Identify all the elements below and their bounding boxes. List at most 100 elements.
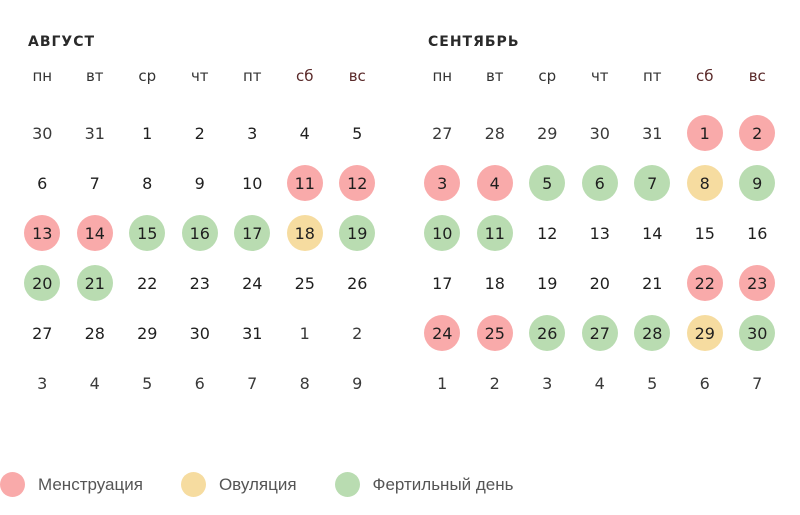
day-menstruation[interactable]: 22 [686, 265, 723, 301]
day-other-month[interactable]: 31 [642, 123, 663, 143]
day-fertile[interactable]: 28 [634, 315, 671, 351]
day-other-month[interactable]: 2 [352, 323, 363, 343]
day-cell[interactable]: 7 [226, 358, 279, 408]
day-menstruation[interactable]: 3 [424, 165, 461, 201]
day[interactable]: 22 [137, 273, 158, 293]
day-cell[interactable]: 4 [279, 108, 332, 158]
day-cell[interactable]: 2 [469, 358, 522, 408]
day-menstruation[interactable]: 14 [76, 215, 113, 251]
day-cell[interactable]: 15 [679, 208, 732, 258]
day-menstruation[interactable]: 2 [739, 115, 776, 151]
day-cell[interactable]: 17 [416, 258, 469, 308]
day-cell[interactable]: 29 [121, 308, 174, 358]
day-cell[interactable]: 2 [331, 308, 384, 358]
day-fertile[interactable]: 21 [76, 265, 113, 301]
day-cell[interactable]: 11 [279, 158, 332, 208]
day-cell[interactable]: 8 [121, 158, 174, 208]
day-cell[interactable]: 2 [731, 108, 784, 158]
day-ovulation[interactable]: 29 [686, 315, 723, 351]
day[interactable]: 3 [247, 123, 258, 143]
day-cell[interactable]: 10 [416, 208, 469, 258]
day[interactable]: 30 [189, 323, 210, 343]
day-cell[interactable]: 30 [574, 108, 627, 158]
day-cell[interactable]: 1 [121, 108, 174, 158]
day-cell[interactable]: 7 [69, 158, 122, 208]
day-cell[interactable]: 6 [574, 158, 627, 208]
day-other-month[interactable]: 8 [299, 373, 310, 393]
day-cell[interactable]: 31 [226, 308, 279, 358]
day-cell[interactable]: 21 [626, 258, 679, 308]
day-fertile[interactable]: 17 [234, 215, 271, 251]
day-cell[interactable]: 22 [679, 258, 732, 308]
day-cell[interactable]: 3 [416, 158, 469, 208]
day-cell[interactable]: 7 [731, 358, 784, 408]
day[interactable]: 21 [642, 273, 663, 293]
day-menstruation[interactable]: 13 [24, 215, 61, 251]
day-other-month[interactable]: 2 [489, 373, 500, 393]
day-menstruation[interactable]: 4 [476, 165, 513, 201]
day-fertile[interactable]: 6 [581, 165, 618, 201]
day-other-month[interactable]: 27 [432, 123, 453, 143]
day-cell[interactable]: 16 [731, 208, 784, 258]
day[interactable]: 4 [299, 123, 310, 143]
day-menstruation[interactable]: 25 [476, 315, 513, 351]
day-cell[interactable]: 4 [469, 158, 522, 208]
day[interactable]: 2 [194, 123, 205, 143]
day[interactable]: 24 [242, 273, 263, 293]
day-cell[interactable]: 20 [16, 258, 69, 308]
day-cell[interactable]: 12 [521, 208, 574, 258]
day-cell[interactable]: 31 [69, 108, 122, 158]
day-cell[interactable]: 25 [279, 258, 332, 308]
day[interactable]: 9 [194, 173, 205, 193]
day-cell[interactable]: 3 [521, 358, 574, 408]
day-cell[interactable]: 10 [226, 158, 279, 208]
day[interactable]: 8 [142, 173, 153, 193]
day-cell[interactable]: 24 [226, 258, 279, 308]
day[interactable]: 28 [84, 323, 105, 343]
day-cell[interactable]: 31 [626, 108, 679, 158]
day-cell[interactable]: 8 [279, 358, 332, 408]
day[interactable]: 25 [294, 273, 315, 293]
day-cell[interactable]: 6 [679, 358, 732, 408]
day-cell[interactable]: 3 [226, 108, 279, 158]
day[interactable]: 16 [747, 223, 768, 243]
day-other-month[interactable]: 7 [752, 373, 763, 393]
day-fertile[interactable]: 10 [424, 215, 461, 251]
day-fertile[interactable]: 9 [739, 165, 776, 201]
day-cell[interactable]: 21 [69, 258, 122, 308]
day-cell[interactable]: 4 [69, 358, 122, 408]
day-cell[interactable]: 9 [174, 158, 227, 208]
day-ovulation[interactable]: 18 [286, 215, 323, 251]
day-other-month[interactable]: 30 [589, 123, 610, 143]
day-cell[interactable]: 2 [174, 108, 227, 158]
day[interactable]: 5 [352, 123, 363, 143]
day-cell[interactable]: 18 [279, 208, 332, 258]
day-cell[interactable]: 20 [574, 258, 627, 308]
day-menstruation[interactable]: 23 [739, 265, 776, 301]
day-other-month[interactable]: 28 [484, 123, 505, 143]
day-other-month[interactable]: 3 [37, 373, 48, 393]
day-other-month[interactable]: 1 [299, 323, 310, 343]
day-cell[interactable]: 1 [416, 358, 469, 408]
day-fertile[interactable]: 26 [529, 315, 566, 351]
day-cell[interactable]: 19 [331, 208, 384, 258]
day-other-month[interactable]: 5 [647, 373, 658, 393]
day-cell[interactable]: 5 [626, 358, 679, 408]
day-cell[interactable]: 28 [626, 308, 679, 358]
day-fertile[interactable]: 27 [581, 315, 618, 351]
day-cell[interactable]: 13 [574, 208, 627, 258]
day-cell[interactable]: 30 [16, 108, 69, 158]
day[interactable]: 14 [642, 223, 663, 243]
day[interactable]: 13 [589, 223, 610, 243]
day-cell[interactable]: 12 [331, 158, 384, 208]
day-cell[interactable]: 29 [521, 108, 574, 158]
day-cell[interactable]: 23 [731, 258, 784, 308]
day[interactable]: 19 [537, 273, 558, 293]
day[interactable]: 6 [37, 173, 48, 193]
day-ovulation[interactable]: 8 [686, 165, 723, 201]
day-cell[interactable]: 28 [69, 308, 122, 358]
day-cell[interactable]: 30 [174, 308, 227, 358]
day-other-month[interactable]: 4 [594, 373, 605, 393]
day-cell[interactable]: 25 [469, 308, 522, 358]
day-menstruation[interactable]: 24 [424, 315, 461, 351]
